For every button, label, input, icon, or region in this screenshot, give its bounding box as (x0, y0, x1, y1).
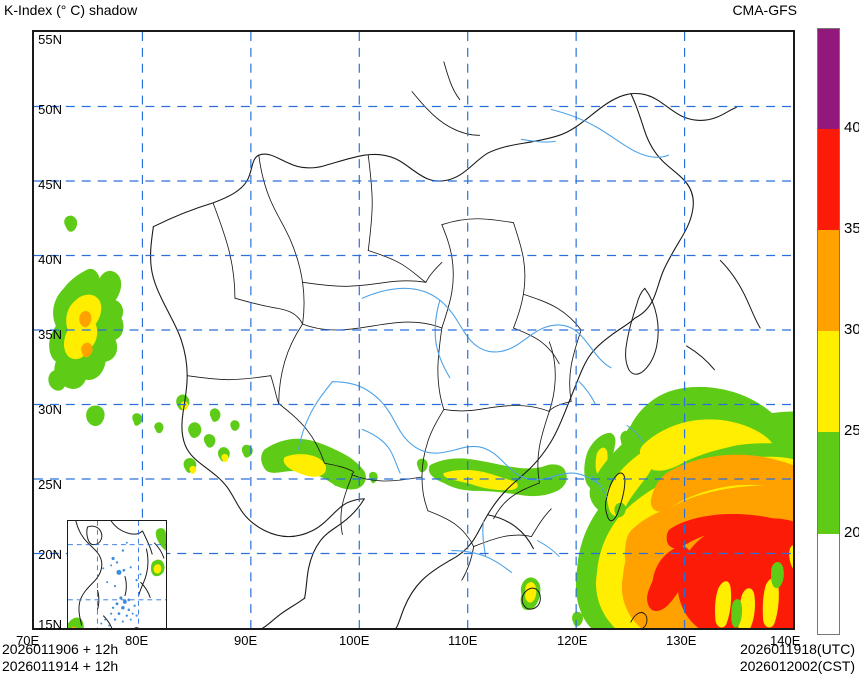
kindex-shading (48, 215, 793, 628)
ylabel-45n: 45N (38, 177, 62, 192)
map-rivers (298, 108, 670, 573)
model-label: CMA-GFS (732, 2, 797, 18)
ylabel-55n: 55N (38, 32, 62, 47)
footer-init-time-2: 2026011914 + 12h (2, 658, 119, 674)
inset-svg (68, 521, 166, 628)
footer-valid-time-cst: 2026012002(CST) (739, 658, 855, 674)
colorbar-segment-30-35 (818, 230, 839, 331)
colorbar[interactable] (817, 28, 840, 635)
xlabel-70e: 70E (16, 633, 40, 648)
ylabel-40n: 40N (38, 252, 62, 267)
colorbar-segment-35-40 (818, 129, 839, 230)
colorbar-segment-above40 (818, 29, 839, 129)
footer-init-time-1: 2026011906 + 12h (2, 641, 119, 657)
ylabel-50n: 50N (38, 102, 62, 117)
colorbar-tick-25: 25 (844, 422, 859, 439)
ylabel-25n: 25N (38, 477, 62, 492)
ylabel-20n: 20N (38, 547, 62, 562)
ylabel-15n: 15N (38, 617, 62, 632)
colorbar-segment-below20 (818, 534, 839, 634)
south-china-sea-inset[interactable]: Scale 1:40000000 (67, 520, 167, 628)
footer-valid-time-utc: 2026011918(UTC) (740, 641, 855, 657)
xlabel-80e: 80E (125, 633, 149, 648)
ylabel-30n: 30N (38, 402, 62, 417)
colorbar-tick-30: 30 (844, 321, 859, 338)
shade-region-pacific (575, 386, 793, 628)
shade-region-hainan (520, 577, 583, 627)
colorbar-segment-20-25 (818, 432, 839, 534)
xlabel-100e: 100E (339, 633, 370, 648)
colorbar-tick-40: 40 (844, 119, 859, 136)
colorbar-segment-25-30 (818, 331, 839, 432)
colorbar-tick-20: 20 (844, 524, 859, 541)
map-canvas[interactable]: Scale 1:40000000 Scale 1:20000000 No:GS … (34, 32, 793, 628)
ylabel-35n: 35N (38, 327, 62, 342)
xlabel-140e: 140E (770, 633, 801, 648)
map-plot-frame[interactable]: Scale 1:40000000 Scale 1:20000000 No:GS … (32, 30, 795, 630)
xlabel-90e: 90E (234, 633, 258, 648)
xlabel-110e: 110E (448, 633, 478, 648)
colorbar-tick-35: 35 (844, 220, 859, 237)
xlabel-130e: 130E (666, 633, 697, 648)
page-title: K-Index (° C) shadow (4, 2, 138, 18)
xlabel-120e: 120E (557, 633, 588, 648)
shade-region-west (48, 215, 124, 427)
